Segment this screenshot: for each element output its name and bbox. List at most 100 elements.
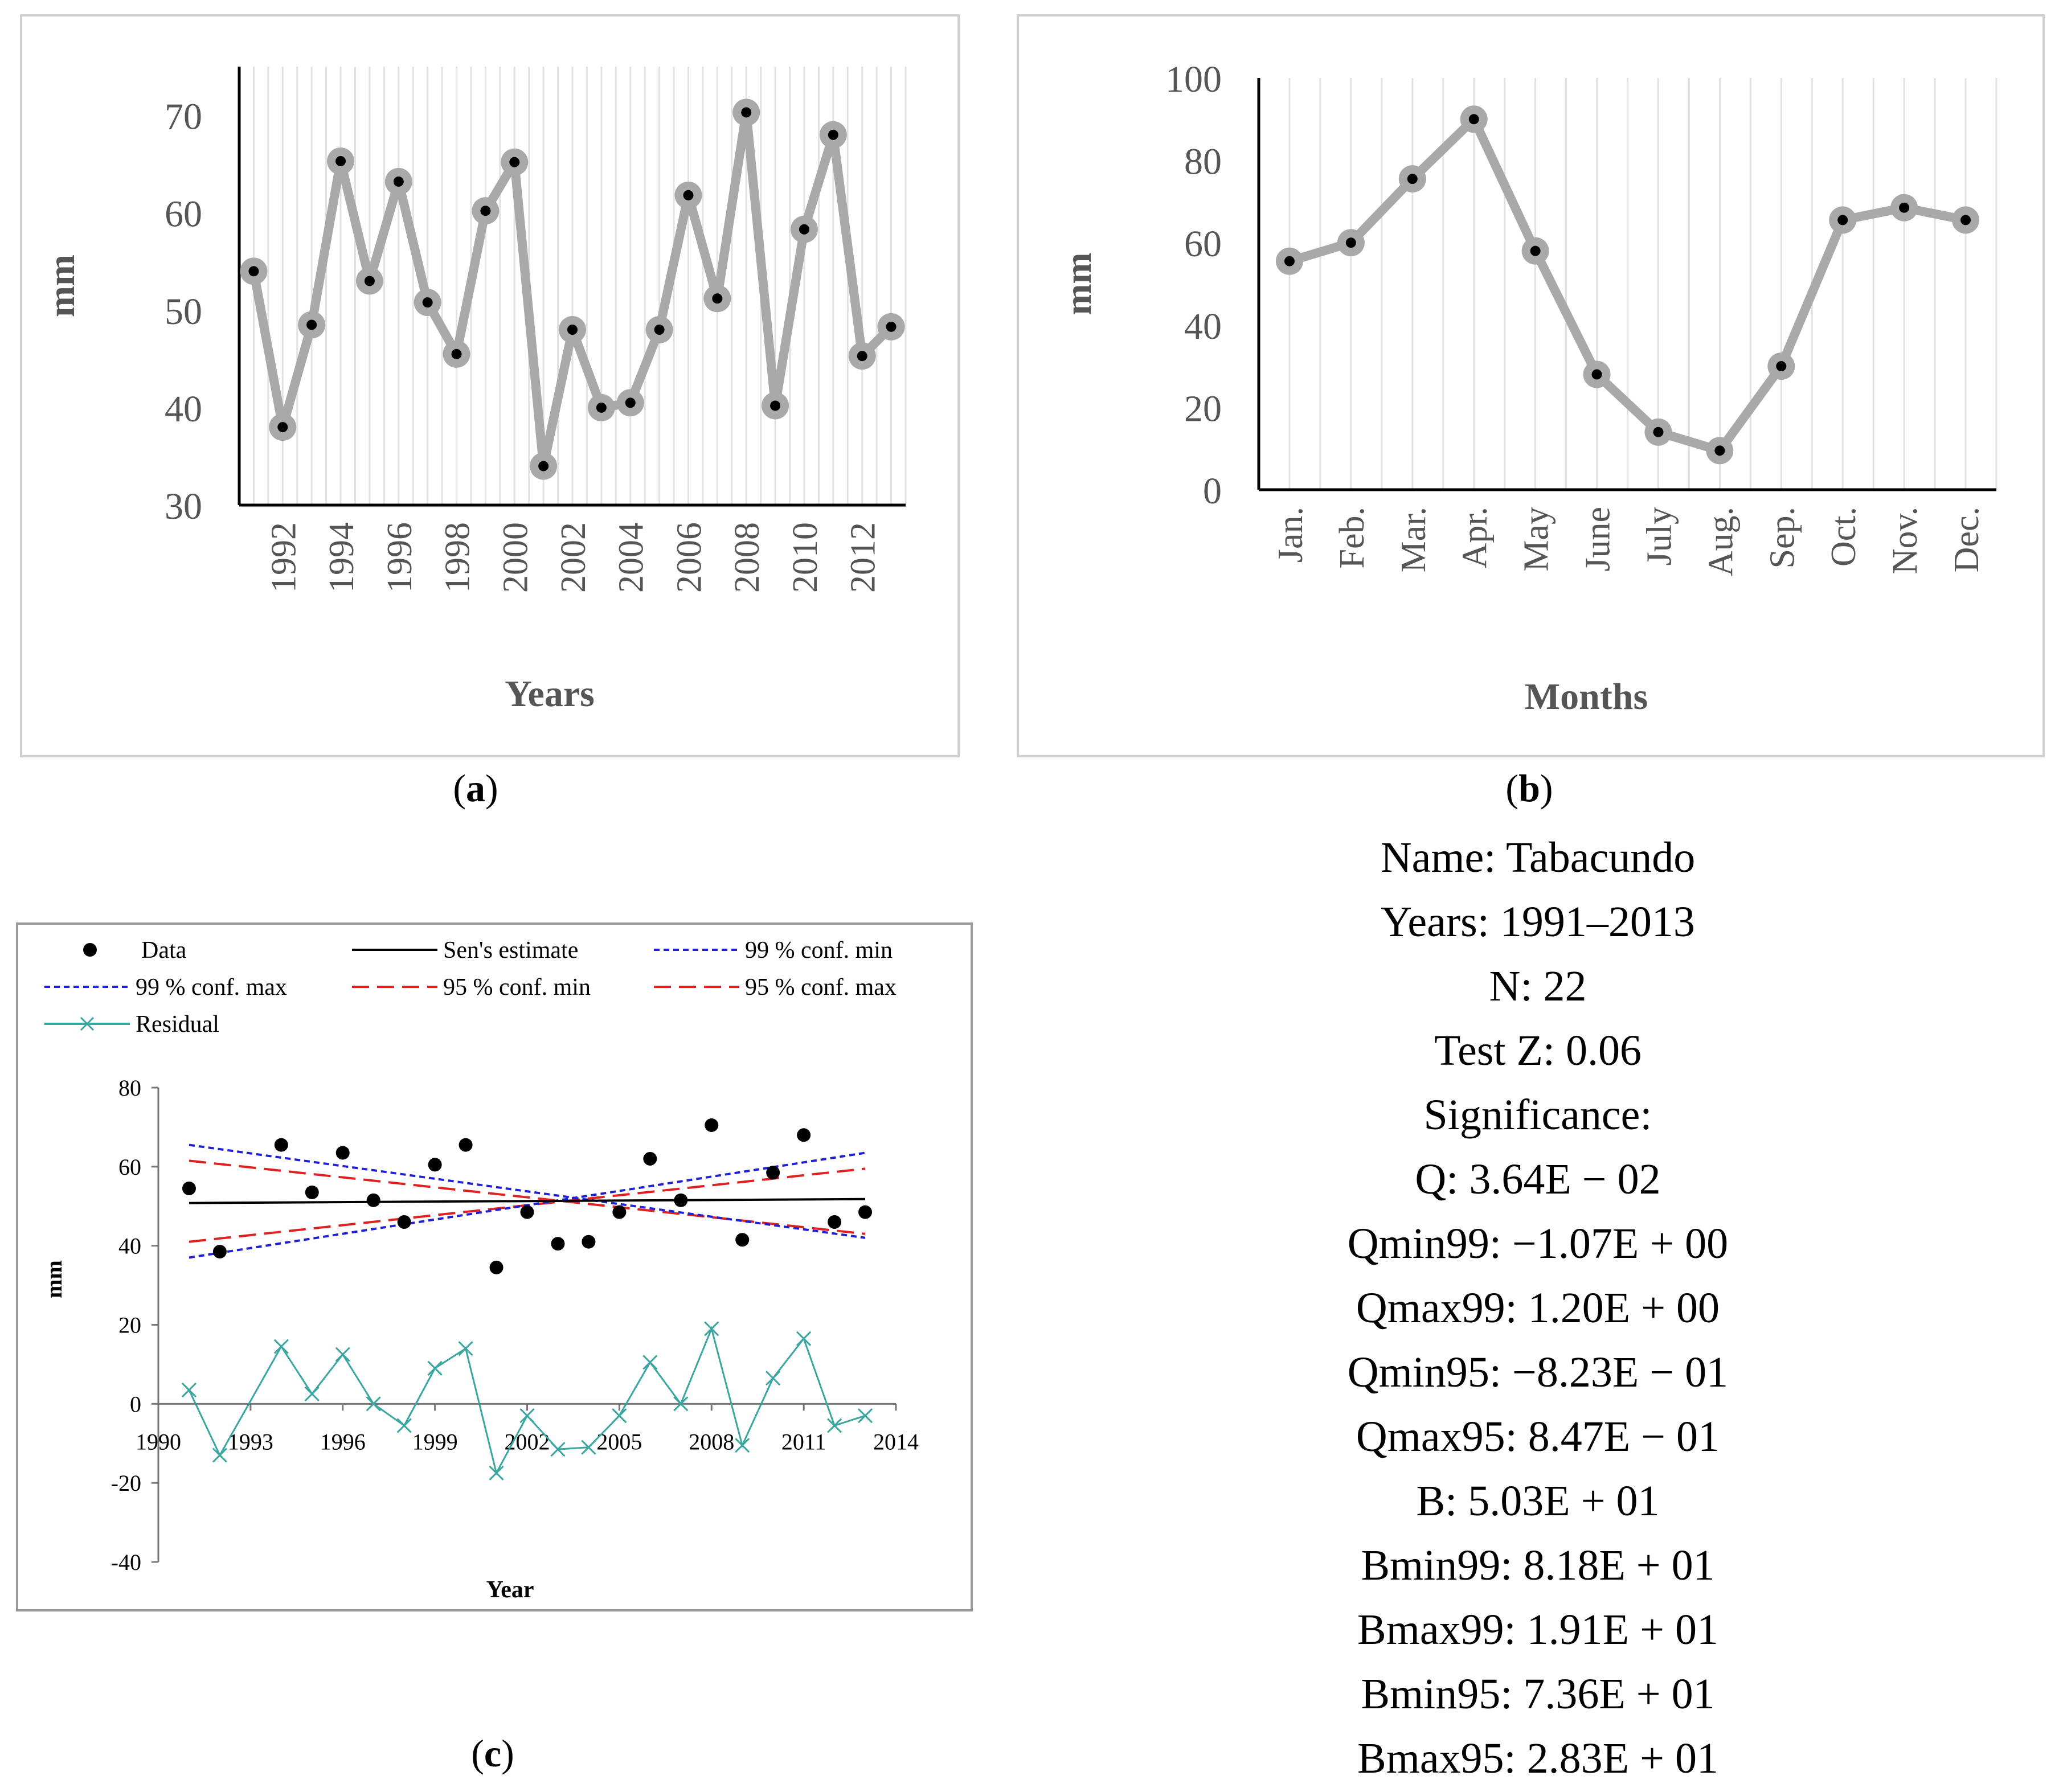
- x-axis-label: Months: [1525, 676, 1648, 717]
- legend-label: 99 % conf. max: [136, 974, 287, 1000]
- conf95-max-line: [189, 1159, 866, 1235]
- stat-line: Significance:: [1423, 1091, 1652, 1139]
- stat-line: Name: Tabacundo: [1380, 834, 1696, 881]
- x-tick-label: 1998: [439, 522, 477, 593]
- data-point: [397, 1215, 411, 1229]
- y-tick-label: 0: [130, 1391, 141, 1417]
- stat-line: Years: 1991–2013: [1381, 898, 1695, 946]
- legend-label: 95 % conf. max: [745, 974, 897, 1000]
- x-tick-label: Dec.: [1947, 507, 1986, 572]
- caption-b: (b): [1505, 766, 1553, 810]
- data-point-center: [1591, 369, 1602, 380]
- data-point-center: [422, 297, 433, 308]
- y-tick-label: -40: [111, 1549, 141, 1575]
- stat-line: Bmax95: 2.83E + 01: [1357, 1734, 1718, 1782]
- chart-c: Data Sen's estimate 99 % conf. min 99 % con…: [16, 922, 973, 1611]
- stat-line: N: 22: [1489, 962, 1587, 1010]
- data-point: [212, 1245, 227, 1259]
- x-tick-label: 2005: [596, 1429, 642, 1454]
- x-tick-label: July: [1640, 507, 1679, 565]
- data-point: [674, 1193, 688, 1207]
- x-tick-label: 2000: [496, 522, 535, 593]
- data-point-center: [538, 461, 549, 471]
- data-point: [705, 1118, 719, 1132]
- data-point-center: [393, 176, 404, 187]
- data-point: [274, 1138, 288, 1152]
- x-tick-label: 1999: [412, 1429, 458, 1454]
- residual-point: [519, 1408, 535, 1424]
- data-point-center: [683, 190, 694, 200]
- y-tick-label: 70: [165, 96, 202, 138]
- data-point-center: [1345, 237, 1356, 248]
- data-point-center: [1899, 202, 1910, 213]
- conf99-min-line: [189, 1143, 866, 1239]
- residual-point: [427, 1360, 443, 1376]
- stat-line: Test Z: 0.06: [1434, 1027, 1642, 1075]
- data-point-center: [770, 400, 781, 411]
- data-point: [428, 1158, 442, 1172]
- x-tick-label: Nov.: [1886, 507, 1925, 574]
- x-tick-label: May: [1517, 507, 1556, 572]
- y-axis-label: mm: [41, 255, 83, 317]
- sen-estimate-line: [189, 1198, 866, 1204]
- residual-point: [458, 1341, 473, 1356]
- chart-a: 30 40 50 60 70 1992 1994 1996 1998 2000 2002 2004 20…: [20, 14, 960, 757]
- y-axis-label: mm: [1058, 253, 1099, 315]
- residual-point: [396, 1418, 412, 1433]
- x-tick-label: 2011: [781, 1429, 826, 1454]
- data-point-center: [712, 293, 723, 304]
- data-point-center: [451, 348, 462, 359]
- data-point-center: [1714, 445, 1725, 456]
- data-point-center: [625, 397, 636, 408]
- legend-marker: [83, 943, 97, 957]
- data-point: [182, 1182, 196, 1196]
- stat-line: Bmin95: 7.36E + 01: [1361, 1670, 1715, 1718]
- residual-point: [766, 1371, 781, 1386]
- residual-point: [181, 1382, 197, 1398]
- legend-label: 99 % conf. min: [745, 937, 893, 963]
- data-point-center: [277, 422, 288, 433]
- stat-line: Qmax95: 8.47E − 01: [1356, 1413, 1720, 1461]
- x-tick-label: 2008: [728, 522, 767, 593]
- data-point-center: [596, 402, 607, 413]
- legend-label: 95 % conf. min: [443, 974, 591, 1000]
- data-point-center: [480, 206, 491, 216]
- data-point-center: [1776, 361, 1787, 372]
- x-axis-label: Year: [486, 1577, 534, 1603]
- data-point: [735, 1233, 750, 1247]
- stat-line: Bmax99: 1.91E + 01: [1357, 1606, 1718, 1654]
- data-point-center: [828, 129, 838, 140]
- residual-point: [489, 1465, 504, 1481]
- y-tick-label: 0: [1203, 470, 1222, 512]
- residual-point: [304, 1386, 320, 1402]
- data-point: [797, 1128, 811, 1142]
- x-tick-label: 2006: [670, 522, 709, 593]
- stat-line: Qmin99: −1.07E + 00: [1347, 1220, 1729, 1268]
- residual-point: [581, 1440, 596, 1455]
- residual-point: [612, 1408, 627, 1424]
- data-point: [612, 1205, 627, 1219]
- stat-line: Qmax99: 1.20E + 00: [1356, 1284, 1720, 1332]
- y-tick-label: 40: [118, 1233, 141, 1259]
- x-tick-label: Mar.: [1394, 507, 1433, 572]
- legend-label: Residual: [136, 1011, 219, 1038]
- data-point: [582, 1235, 596, 1249]
- stat-line: B: 5.03E + 01: [1416, 1477, 1660, 1525]
- x-tick-label: June: [1579, 507, 1618, 572]
- residual-point: [673, 1396, 689, 1412]
- data-point: [828, 1215, 842, 1229]
- residual-line: [188, 1326, 866, 1475]
- data-point-center: [364, 276, 375, 286]
- legend-marker: [80, 1016, 95, 1031]
- chart-b-frame: [1017, 14, 2045, 757]
- residual-point: [827, 1418, 842, 1433]
- x-tick-label: 2010: [786, 522, 825, 593]
- data-point-center: [1653, 427, 1664, 437]
- x-tick-label: Feb.: [1333, 507, 1372, 569]
- data-point: [643, 1151, 657, 1166]
- residual-point: [735, 1438, 750, 1453]
- residual-point: [796, 1331, 812, 1346]
- residual-point: [857, 1408, 873, 1424]
- y-tick-label: 30: [165, 486, 202, 527]
- y-tick-label: 80: [1184, 141, 1222, 183]
